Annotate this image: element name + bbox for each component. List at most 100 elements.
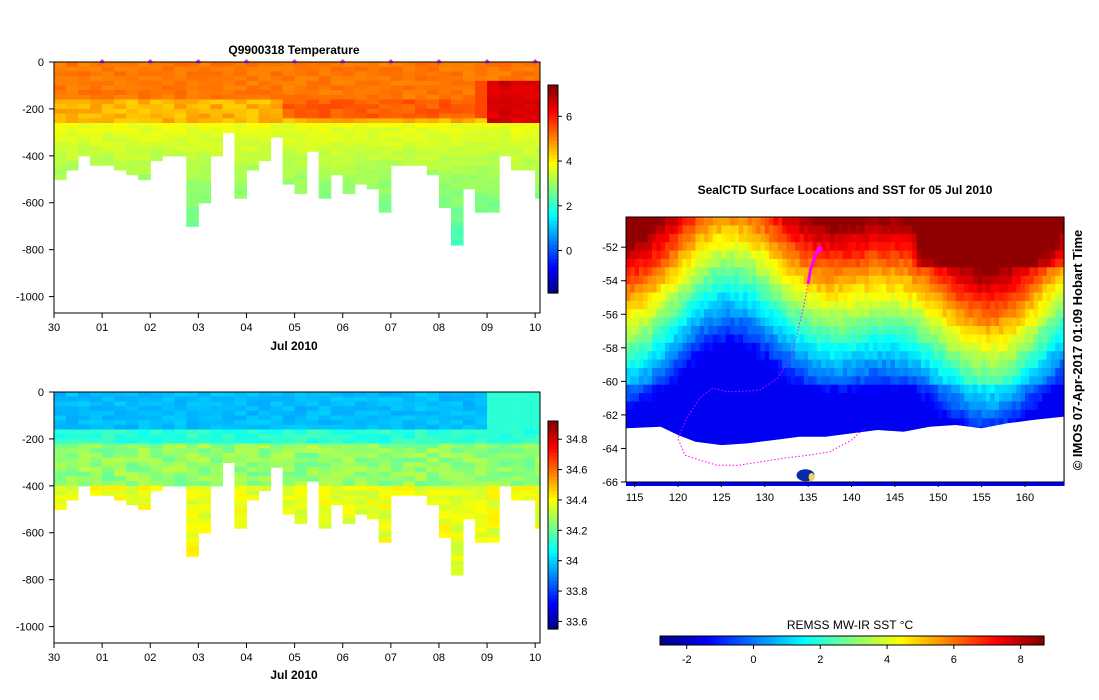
section-cell <box>234 66 247 72</box>
section-cell <box>114 137 127 143</box>
sst-cell <box>964 334 970 344</box>
section-cell <box>535 99 540 105</box>
colorbar-swatch <box>548 625 558 630</box>
sst-cell <box>626 393 631 403</box>
sst-cell <box>799 351 805 361</box>
sst-cell <box>903 250 909 260</box>
sst-cell <box>738 401 744 411</box>
sst-cell <box>825 275 831 285</box>
sst-cell <box>747 401 753 411</box>
colorbar-swatch <box>548 234 558 239</box>
section-cell <box>150 429 163 435</box>
sst-cell <box>747 376 753 386</box>
colorbar-tick-label: 34.8 <box>566 434 587 446</box>
section-cell <box>186 396 199 402</box>
sst-cell <box>903 367 909 377</box>
sst-cell <box>968 258 974 268</box>
section-cell <box>186 66 199 72</box>
section-cell <box>535 118 540 124</box>
section-cell <box>174 392 187 398</box>
section-cell <box>186 184 199 190</box>
sst-cell <box>886 309 892 319</box>
section-cell <box>66 123 79 129</box>
section-cell <box>330 438 344 445</box>
sst-cell <box>647 250 653 260</box>
sst-cell <box>886 384 892 394</box>
sst-cell <box>907 309 913 319</box>
sst-cell <box>717 300 722 310</box>
sst-cell <box>790 300 796 310</box>
sst-cell <box>899 409 905 419</box>
sst-cell <box>855 250 861 260</box>
section-cell <box>451 532 464 538</box>
sst-cell <box>942 242 948 252</box>
section-cell <box>354 485 368 492</box>
sst-cell <box>712 217 718 226</box>
sst-cell <box>851 426 857 436</box>
sst-cell <box>808 367 813 377</box>
sst-cell <box>699 326 705 335</box>
section-cell <box>258 476 272 482</box>
section-cell <box>114 123 127 129</box>
section-cell <box>523 410 536 417</box>
sst-cell <box>912 225 918 235</box>
sst-cell <box>881 393 887 403</box>
section-cell <box>366 471 380 478</box>
sst-cell <box>626 418 631 428</box>
sst-cell <box>756 426 761 436</box>
sst-cell <box>860 351 866 361</box>
sst-cell <box>894 334 900 344</box>
section-cell <box>270 108 284 115</box>
section-cell <box>390 108 404 115</box>
section-cell <box>54 406 67 412</box>
section-cell <box>54 453 67 459</box>
sst-cell <box>751 300 757 310</box>
sst-cell <box>955 393 961 403</box>
section-cell <box>198 457 211 463</box>
section-cell <box>306 132 320 138</box>
section-cell <box>318 429 332 435</box>
section-cell <box>439 174 452 180</box>
sst-cell <box>738 342 744 352</box>
section-cell <box>282 396 296 402</box>
section-cell <box>162 141 175 148</box>
section-cell <box>66 481 79 487</box>
sst-cell <box>686 317 692 327</box>
sst-cell <box>929 284 935 294</box>
sst-cell <box>799 326 805 335</box>
section-cell <box>102 453 115 459</box>
section-cell <box>463 429 476 435</box>
sst-cell <box>903 384 909 394</box>
section-cell <box>222 118 235 124</box>
section-cell <box>535 495 540 501</box>
section-cell <box>246 85 260 91</box>
sst-cell <box>847 326 853 335</box>
sst-cell <box>990 233 996 243</box>
sst-cell <box>686 300 692 310</box>
sst-cell <box>773 317 779 327</box>
section-cell <box>511 137 524 143</box>
sst-cell <box>868 393 874 403</box>
sst-cell <box>725 418 731 428</box>
sst-cell <box>626 326 631 335</box>
sst-cell <box>626 334 631 344</box>
sst-cell <box>803 359 809 369</box>
sst-cell <box>795 401 800 411</box>
section-cell <box>402 94 416 101</box>
sst-cell <box>816 250 822 260</box>
sst-cell <box>851 351 857 361</box>
section-cell <box>78 424 91 431</box>
section-cell <box>475 495 488 501</box>
sst-cell <box>838 242 844 252</box>
sst-cell <box>639 225 644 235</box>
sst-cell <box>769 242 774 252</box>
colorbar-swatch <box>548 556 558 561</box>
sst-cell <box>717 376 722 386</box>
section-cell <box>451 448 464 454</box>
sst-cell <box>786 326 792 335</box>
section-cell <box>354 179 368 185</box>
sst-cell <box>764 384 770 394</box>
x-tick-label: 09 <box>481 652 493 664</box>
sst-cell <box>968 367 974 377</box>
sst-cell <box>929 359 935 369</box>
